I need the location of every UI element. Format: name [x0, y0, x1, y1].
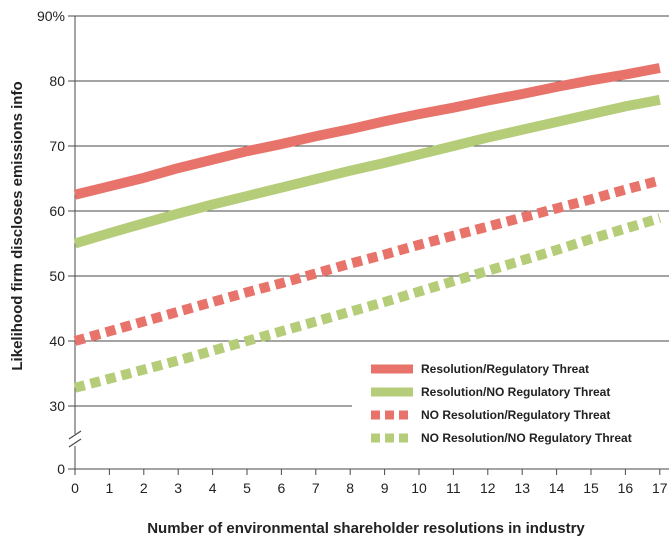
legend-label-4: NO Resolution/NO Regulatory Threat [421, 431, 632, 445]
x-tick-label: 16 [618, 480, 634, 496]
axis-break-mark-lower [68, 438, 82, 448]
series-line-4 [73, 213, 662, 393]
series-line-2 [73, 94, 661, 249]
legend-label-3: NO Resolution/Regulatory Threat [421, 408, 610, 422]
series-line-1 [73, 63, 661, 200]
x-tick-label: 12 [480, 480, 496, 496]
y-tick-label: 30 [49, 398, 65, 414]
x-tick-label: 0 [71, 480, 79, 496]
y-tick-label: 70 [49, 138, 65, 154]
x-tick-label: 13 [514, 480, 530, 496]
axis-break-mark-upper [68, 430, 82, 440]
x-tick-label: 4 [209, 480, 217, 496]
legend-label-1: Resolution/Regulatory Threat [421, 362, 589, 376]
x-tick-label: 2 [140, 480, 148, 496]
x-axis-title: Number of environmental shareholder reso… [147, 520, 585, 537]
x-tick-label: 8 [346, 480, 354, 496]
series-lines [73, 63, 662, 393]
legend-label-2: Resolution/NO Regulatory Threat [421, 385, 610, 399]
x-tick-label: 1 [106, 480, 114, 496]
x-tick-label: 14 [549, 480, 565, 496]
x-tick-label: 17 [652, 480, 668, 496]
y-tick-label: 80 [49, 73, 65, 89]
y-tick-label: 90% [37, 8, 65, 24]
axis-break-gap [67, 434, 83, 446]
x-tick-label: 11 [446, 480, 461, 496]
x-tick-label: 7 [312, 480, 320, 496]
y-tick-label: 60 [49, 203, 65, 219]
x-tick-label: 6 [278, 480, 286, 496]
x-tick-label: 3 [174, 480, 182, 496]
series-line-3 [73, 175, 662, 346]
y-tick-label: 40 [49, 333, 65, 349]
x-tick-label: 9 [381, 480, 389, 496]
x-tick-label: 5 [243, 480, 251, 496]
legend: Resolution/Regulatory Threat Resolution/N… [360, 350, 669, 453]
x-tick-label: 15 [583, 480, 599, 496]
x-tick-label: 10 [411, 480, 427, 496]
y-tick-label: 50 [49, 268, 65, 284]
y-tick-label: 0 [57, 461, 65, 477]
y-axis-title: Likelihood firm discloses emissions info [9, 81, 26, 370]
gridlines [68, 15, 669, 470]
